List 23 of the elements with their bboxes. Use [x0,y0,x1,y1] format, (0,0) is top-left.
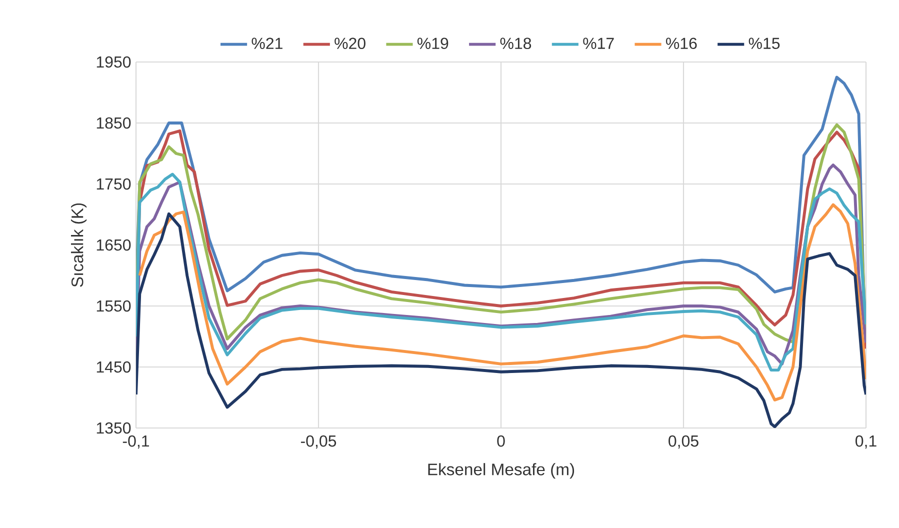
y-tick-label: 1750 [96,178,131,190]
x-tick-label: -0,05 [300,435,336,449]
x-tick-label: 0,05 [668,435,698,449]
x-tick-label: -0,1 [122,435,149,449]
y-tick-label: 1950 [96,56,131,68]
legend-label: %19 [417,38,448,50]
legend-label: %18 [500,38,532,50]
x-tick-label: 0 [497,435,505,447]
y-tick-label: 1550 [96,300,131,312]
legend-label: %21 [252,38,282,49]
x-axis-title: Eksenel Mesafe (m) [428,463,574,479]
legend-label: %17 [583,38,614,49]
y-tick-label: 1850 [96,117,131,129]
line-series [138,203,866,402]
legend-label: %15 [748,38,780,50]
x-tick-label: 0,1 [856,435,876,449]
legend-label: %20 [334,38,366,50]
y-tick-label: 1650 [96,239,131,251]
legend-label: %16 [666,38,697,50]
y-tick-label: 1450 [96,361,131,373]
y-tick-label: 1350 [96,422,131,434]
line-series [136,212,866,428]
y-axis-title: Sıcaklık (K) [71,203,87,287]
